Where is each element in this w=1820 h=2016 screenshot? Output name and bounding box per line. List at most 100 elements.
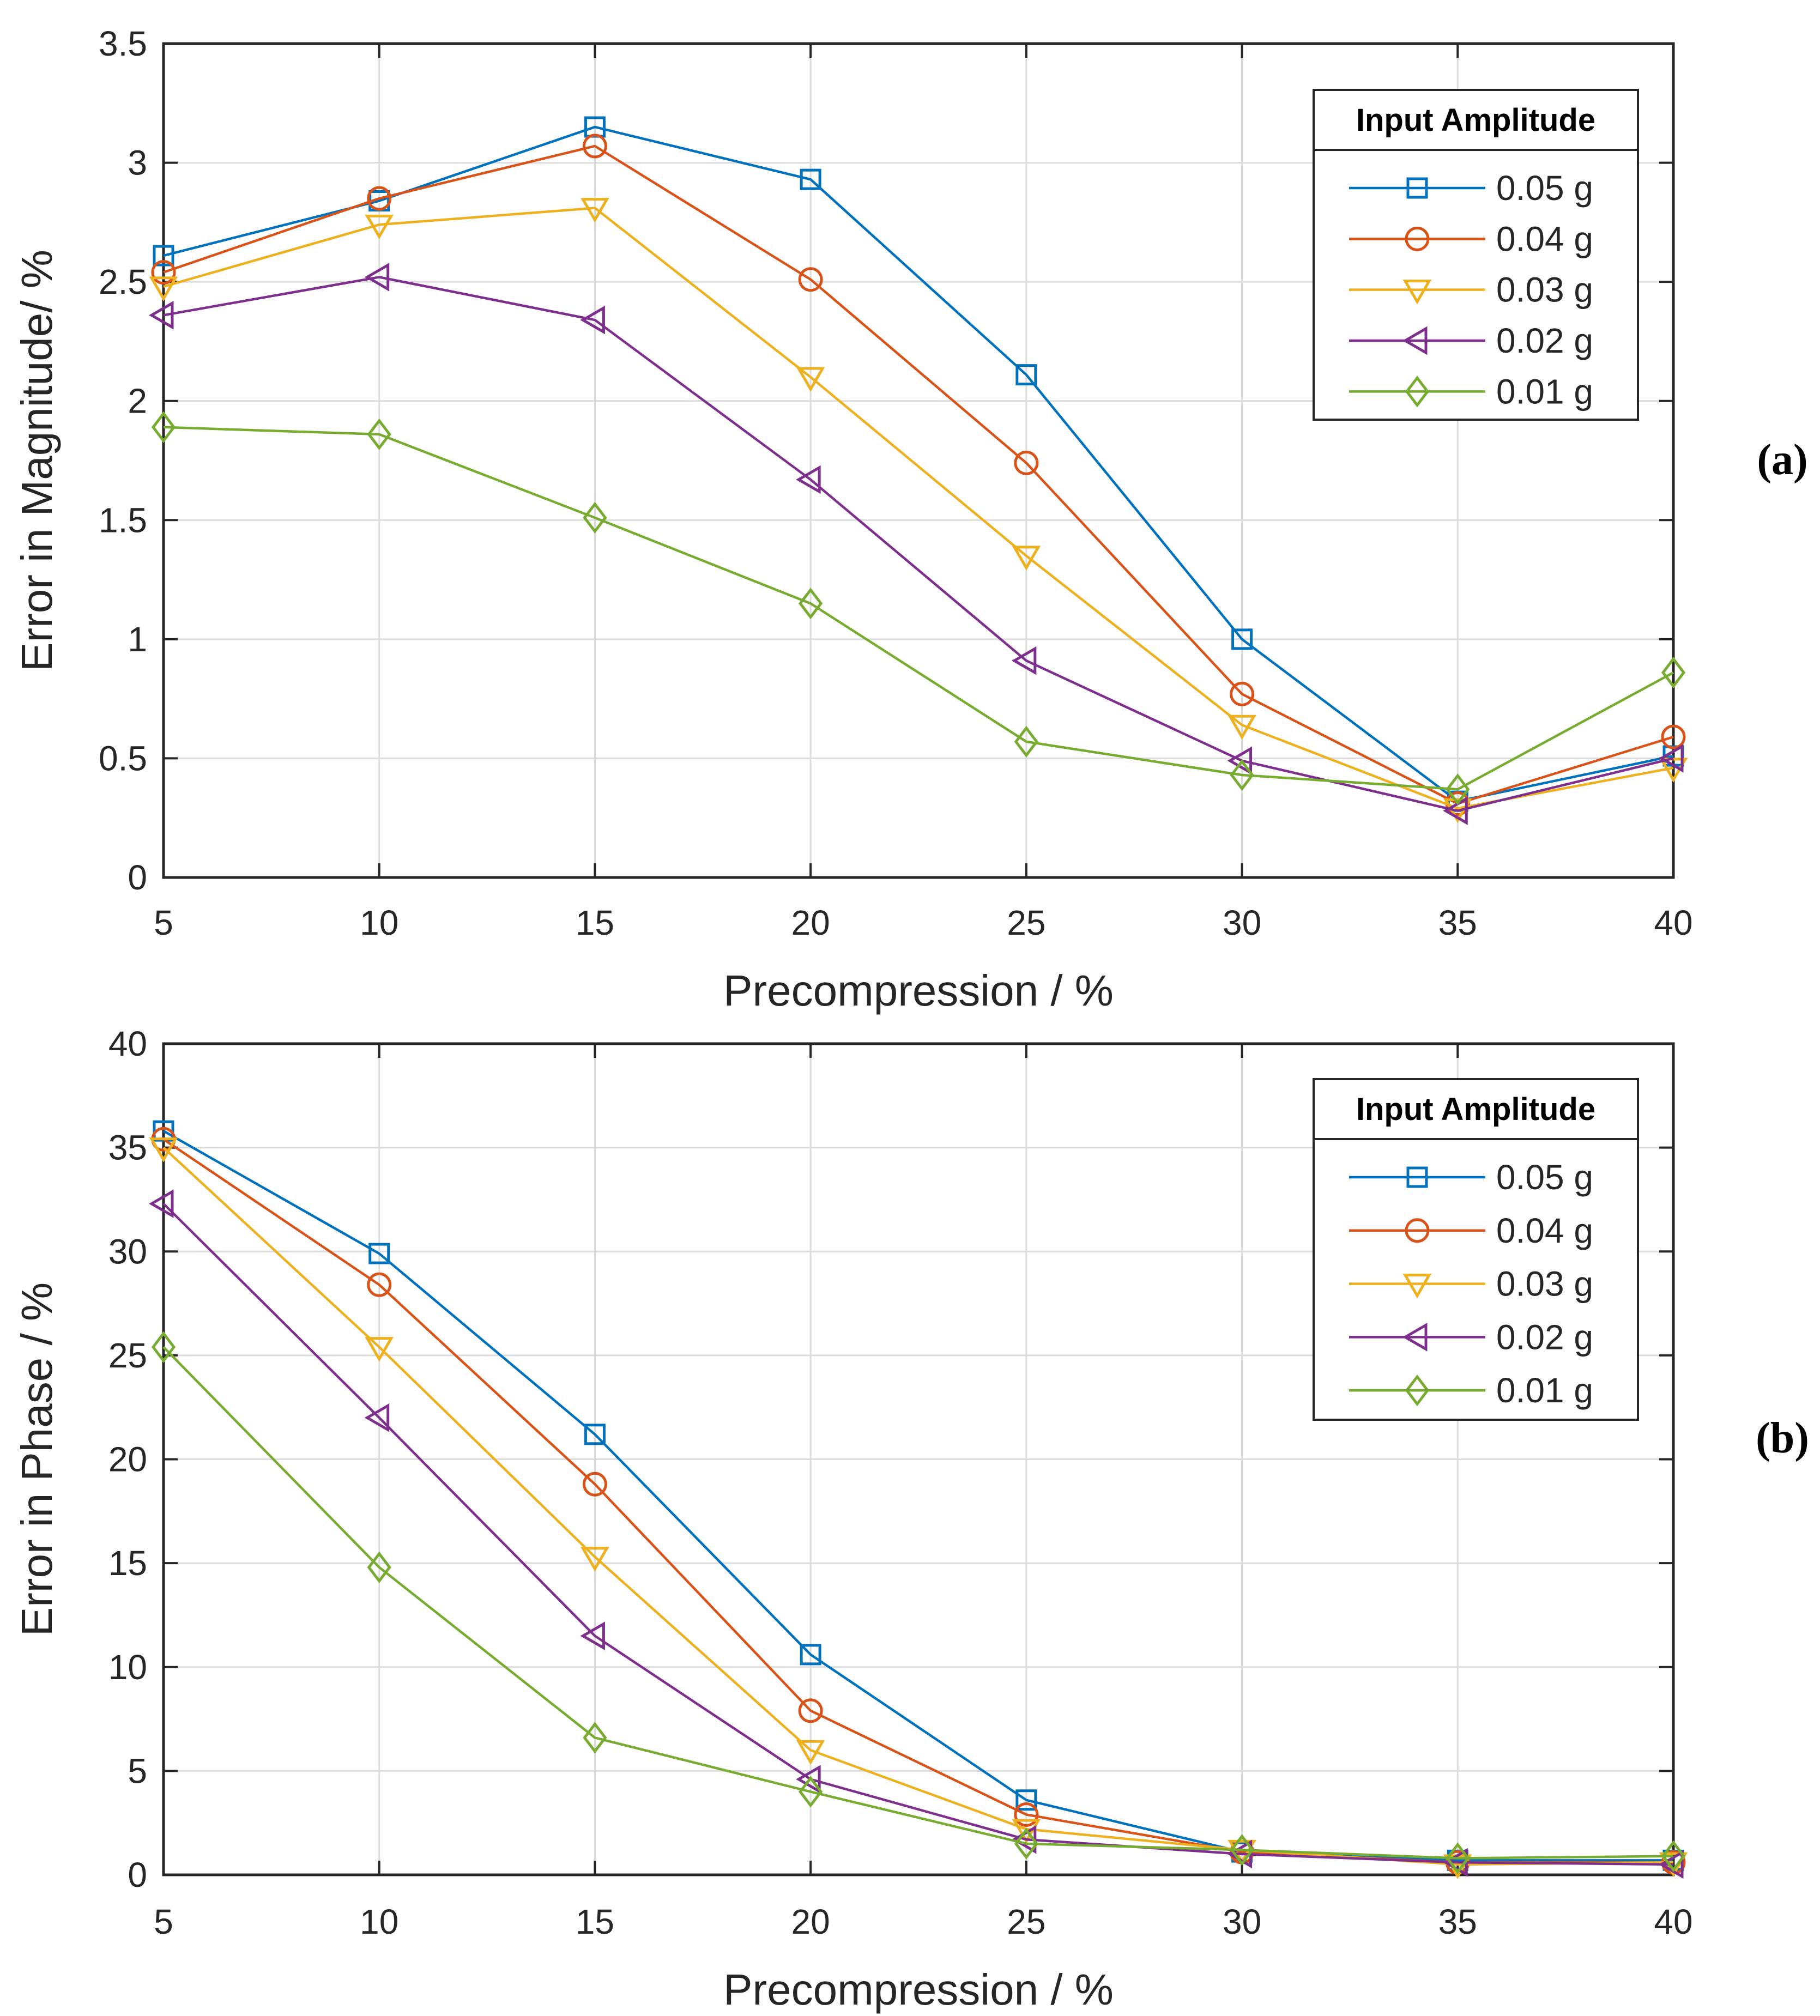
x-tick-label: 35 <box>1438 1902 1477 1941</box>
y-tick-label: 30 <box>108 1232 147 1271</box>
data-point <box>1661 656 1686 689</box>
data-point <box>365 214 394 240</box>
data-point <box>1443 796 1468 825</box>
y-tick-label: 0.5 <box>99 738 147 778</box>
x-tick-label: 40 <box>1654 1902 1692 1941</box>
legend-label: 0.04 g <box>1496 219 1593 258</box>
data-point <box>149 1137 178 1163</box>
y-tick-label: 2.5 <box>99 262 147 301</box>
data-point <box>1659 744 1684 773</box>
data-point <box>1227 746 1253 776</box>
x-tick-label: 20 <box>791 1902 830 1941</box>
data-point <box>368 1243 390 1264</box>
legend-item: 0.04 g <box>1349 1211 1593 1250</box>
y-tick-label: 25 <box>108 1336 147 1375</box>
y-tick-label: 40 <box>108 1024 147 1063</box>
panel-label: (b) <box>1756 1414 1809 1462</box>
x-tick-label: 30 <box>1223 903 1261 942</box>
data-point <box>367 1551 391 1583</box>
x-tick-label: 20 <box>791 903 830 942</box>
data-point <box>1661 1840 1686 1872</box>
legend-label: 0.01 g <box>1496 372 1593 411</box>
y-tick-label: 2 <box>128 382 147 421</box>
data-point <box>1014 450 1039 475</box>
series-0-01-g <box>151 411 1686 806</box>
legend: Input Amplitude 0.05 g 0.04 g 0.03 g 0.02 g 0… <box>1313 89 1639 421</box>
data-point <box>149 301 174 330</box>
data-point <box>153 245 174 267</box>
data-point <box>151 1331 176 1363</box>
legend-item: 0.04 g <box>1349 219 1593 258</box>
data-point <box>796 367 825 392</box>
legend-item: 0.05 g <box>1349 168 1593 208</box>
legend-marker <box>1402 326 1428 355</box>
data-point <box>796 1765 821 1794</box>
legend-item: 0.03 g <box>1349 1264 1593 1304</box>
data-point <box>582 134 607 159</box>
series-0-01-g <box>151 1331 1686 1874</box>
data-point <box>583 1722 607 1754</box>
legend-marker <box>1406 177 1428 199</box>
data-point <box>151 411 176 443</box>
data-point <box>1230 681 1255 706</box>
y-tick-label: 3.5 <box>99 24 147 63</box>
data-point <box>800 1644 821 1666</box>
legend-label: 0.02 g <box>1496 321 1593 360</box>
axes-box <box>162 1042 1675 1876</box>
data-point <box>1014 1802 1039 1827</box>
y-tick-label: 1 <box>128 620 147 659</box>
y-tick-label: 3 <box>128 143 147 183</box>
data-point <box>1659 1850 1684 1879</box>
data-point <box>581 198 609 223</box>
data-point <box>149 1189 174 1218</box>
y-tick-label: 5 <box>128 1751 147 1790</box>
legend-item: 0.01 g <box>1349 372 1593 411</box>
data-point <box>799 588 823 620</box>
series-line <box>163 144 1674 805</box>
data-point <box>1012 546 1041 571</box>
series-line <box>162 1202 1674 1866</box>
data-point <box>1012 1819 1041 1844</box>
legend-item: 0.01 g <box>1349 1371 1593 1410</box>
data-point <box>367 418 391 451</box>
data-point <box>582 1472 607 1497</box>
chart-panel-b: 5 10 15 20 25 30 35 400510152025303540Precompre… <box>13 1024 1809 2014</box>
x-tick-label: 35 <box>1438 903 1477 942</box>
chart-panel-a: 5 10 15 20 25 30 35 40 0 0.5 1 1.5 2 2.5 3 3.5 Precompre… <box>13 24 1808 1015</box>
legend: Input Amplitude 0.05 g 0.04 g 0.03 g 0.02 g 0… <box>1313 1078 1639 1421</box>
x-tick-label: 15 <box>576 903 614 942</box>
y-tick-label: 35 <box>108 1128 147 1167</box>
data-point <box>367 1272 392 1297</box>
series-line <box>163 276 1674 812</box>
data-point <box>800 168 821 190</box>
data-point <box>583 501 607 534</box>
panel-label: (a) <box>1757 436 1807 484</box>
data-point <box>1015 1789 1037 1811</box>
series-line <box>163 426 1674 791</box>
data-point <box>796 465 821 494</box>
data-point <box>364 263 390 292</box>
axes-box <box>162 42 1675 879</box>
legend-label: 0.03 g <box>1496 1264 1593 1304</box>
x-tick-label: 25 <box>1007 1902 1045 1941</box>
data-point <box>580 305 605 335</box>
legend-marker <box>1405 226 1430 251</box>
y-tick-label: 0 <box>128 858 147 897</box>
x-tick-label: 30 <box>1223 1902 1261 1941</box>
y-axis-label: Error in Magnitude/ % <box>13 250 61 671</box>
data-point <box>1014 1827 1038 1860</box>
x-tick-label: 25 <box>1007 903 1045 942</box>
y-axis-label: Error in Phase / % <box>13 1282 61 1636</box>
legend-box <box>1313 89 1639 421</box>
series-line <box>163 207 1674 810</box>
data-point <box>1231 628 1253 650</box>
x-tick-label: 10 <box>360 1902 398 1941</box>
data-point <box>1011 646 1037 675</box>
legend-marker <box>1405 376 1430 408</box>
data-point <box>1228 715 1256 740</box>
legend-marker <box>1402 280 1432 305</box>
data-point <box>581 1547 609 1572</box>
legend-label: 0.01 g <box>1496 1371 1593 1410</box>
data-point <box>584 1424 606 1445</box>
data-point <box>580 1621 605 1650</box>
